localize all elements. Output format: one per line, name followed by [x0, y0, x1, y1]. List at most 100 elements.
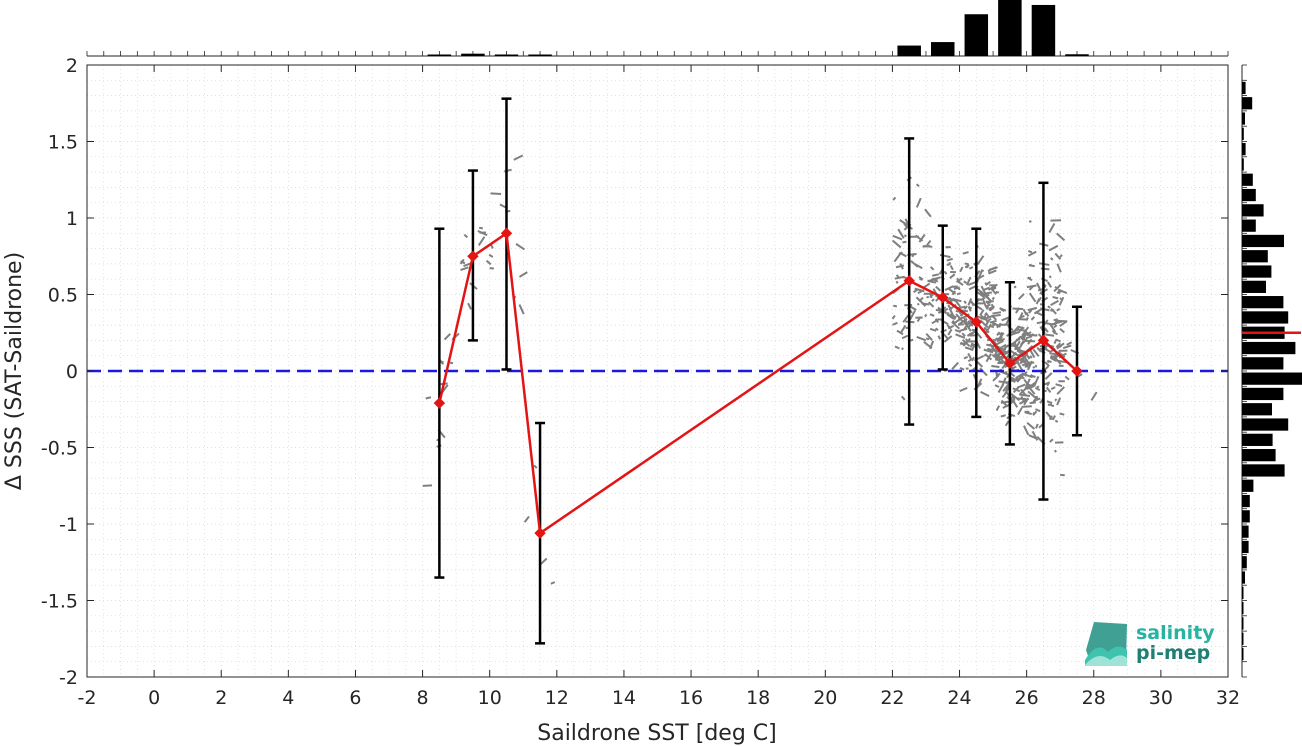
scatter-point — [1022, 425, 1030, 436]
scatter-point — [989, 305, 995, 312]
scatter-point — [949, 273, 956, 279]
x-tick-label: 4 — [282, 687, 294, 709]
scatter-point — [979, 309, 985, 316]
scatter-point — [499, 203, 507, 209]
scatter-point — [443, 333, 451, 341]
scatter-point — [1028, 292, 1037, 303]
scatter-point — [916, 335, 927, 342]
y-histogram-bar — [1242, 188, 1256, 202]
scatter-point — [1090, 391, 1098, 401]
scatter-point — [984, 282, 988, 285]
scatter-point — [1027, 250, 1033, 254]
scatter-point — [894, 275, 905, 280]
scatter-point — [1023, 370, 1028, 376]
scatter-point — [991, 296, 995, 301]
scatter-point — [1004, 420, 1010, 427]
scatter-point — [998, 331, 1004, 336]
scatter-point — [912, 288, 918, 294]
scatter-point — [959, 327, 968, 332]
scatter-point — [948, 296, 953, 301]
scatter-point — [929, 340, 935, 350]
scatter-point — [1056, 232, 1066, 242]
scatter-point — [1048, 222, 1056, 234]
mean-marker — [433, 397, 446, 409]
scatter-point — [902, 240, 907, 244]
mean-marker — [970, 316, 983, 328]
scatter-point — [977, 315, 985, 320]
scatter-point — [968, 306, 973, 310]
scatter-point — [959, 366, 965, 371]
scatter-point — [1017, 350, 1023, 355]
scatter-point — [956, 277, 961, 283]
scatter-point — [987, 283, 998, 291]
scatter-point — [963, 300, 967, 305]
scatter-point — [1056, 397, 1062, 406]
scatter-point — [959, 266, 964, 273]
scatter-point — [1002, 382, 1011, 392]
scatter-point — [895, 264, 905, 269]
scatter-point — [903, 222, 909, 229]
scatter-point — [1050, 322, 1056, 327]
scatter-point — [929, 313, 935, 317]
scatter-point — [1032, 348, 1040, 357]
x-histogram-bar — [931, 42, 955, 56]
x-histogram-bar — [964, 14, 989, 57]
scatter-point — [1055, 342, 1061, 348]
scatter-point — [1021, 363, 1025, 367]
scatter-point — [1055, 383, 1063, 387]
y-histogram-bar — [1242, 586, 1244, 599]
scatter-point — [999, 357, 1004, 362]
x-tick-labels: -2 0 2 4 6 8 10 12 14 16 18 20 22 24 26 28 30 32 — [78, 687, 1241, 709]
scatter-point — [1013, 285, 1017, 289]
scatter-point — [971, 356, 975, 362]
y-tick-label: 1.5 — [48, 132, 78, 154]
scatter-point — [463, 233, 469, 239]
scatter-point — [928, 301, 935, 308]
scatter-point — [954, 328, 962, 333]
scatter-point — [1000, 414, 1006, 418]
y-histogram-bar — [1242, 112, 1245, 125]
scatter-point — [985, 353, 992, 363]
logo-waves-icon — [1085, 622, 1127, 666]
x-tick-label: 10 — [478, 687, 502, 709]
y-histogram-bar — [1242, 372, 1302, 385]
x-tick-label: 2 — [215, 687, 227, 709]
scatter-point — [893, 252, 902, 263]
scatter-point — [953, 286, 960, 290]
scatter-point — [485, 259, 492, 266]
scatter-point — [967, 298, 973, 306]
scatter-point — [949, 265, 954, 271]
scatter-point — [924, 208, 932, 218]
scatter-point — [1016, 360, 1024, 372]
y-histogram-bar — [1242, 632, 1244, 645]
y-tick-labels: -2 -1.5 -1 -0.5 0 0.5 1 1.5 2 — [41, 55, 78, 689]
axis-ticks — [86, 64, 1229, 678]
salinity-pi-mep-logo: salinity pi-mep — [1085, 622, 1215, 666]
x-tick-label: 0 — [148, 687, 160, 709]
scatter-point — [1027, 306, 1038, 312]
scatter-point — [980, 285, 987, 296]
scatter-point — [928, 280, 937, 284]
scatter-point — [946, 311, 950, 315]
y-histogram-bar — [1242, 158, 1244, 171]
scatter-point — [915, 234, 924, 242]
scatter-point — [1032, 366, 1036, 369]
y-tick-label: -2 — [59, 667, 78, 689]
scatter-point — [943, 270, 948, 275]
scatter-point — [925, 333, 933, 341]
scatter-point — [1059, 297, 1063, 301]
scatter-point — [1003, 344, 1010, 350]
scatter-point — [996, 322, 1002, 329]
scatter-point — [997, 355, 1003, 362]
scatter-point — [1037, 296, 1042, 302]
scatter-point — [970, 300, 975, 307]
scatter-point — [1052, 295, 1059, 300]
scatter-point — [1030, 316, 1036, 321]
scatter-point — [891, 314, 896, 320]
scatter-point — [937, 335, 941, 340]
scatter-point — [1056, 342, 1065, 350]
scatter-point — [955, 300, 962, 308]
scatter-point — [896, 329, 904, 336]
scatter-point — [935, 285, 942, 292]
